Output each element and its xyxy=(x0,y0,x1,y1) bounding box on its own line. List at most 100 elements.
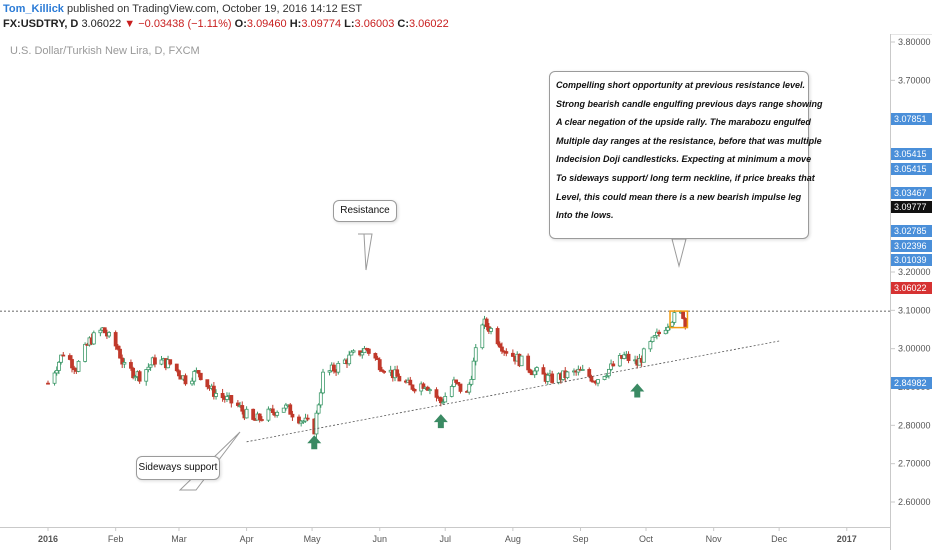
candle-body xyxy=(266,408,271,421)
candle-body xyxy=(471,360,476,380)
candle-body xyxy=(214,393,218,397)
x-tick-label: Jul xyxy=(439,534,451,544)
change-value: −0.03438 (−1.11%) xyxy=(138,18,232,30)
candle-body xyxy=(650,336,655,342)
candle-body xyxy=(131,367,136,379)
candle-body xyxy=(235,402,240,406)
candle-body xyxy=(587,369,592,377)
x-tick-label: 2016 xyxy=(38,534,58,544)
candle-body xyxy=(641,348,646,363)
price-tag-label: 3.02396 xyxy=(894,241,927,251)
y-tick-label: 3.00000 xyxy=(898,344,931,354)
candle-body xyxy=(565,371,570,379)
price-tag xyxy=(891,225,932,237)
candle-body xyxy=(484,318,489,328)
price-tag xyxy=(891,187,932,199)
candle-body xyxy=(83,343,88,362)
high-value: 3.09774 xyxy=(301,18,342,30)
candle-body xyxy=(480,324,485,349)
candle-body xyxy=(648,341,653,350)
candle-body xyxy=(428,389,432,392)
candle-body xyxy=(473,347,478,362)
open-label: O: xyxy=(234,18,247,30)
candle-body xyxy=(205,379,210,388)
high-label: H: xyxy=(289,18,302,30)
low-value: 3.06003 xyxy=(354,18,395,30)
candle-body xyxy=(421,383,426,389)
price-tag xyxy=(891,240,932,252)
candle-body xyxy=(183,375,188,385)
candle-body xyxy=(113,332,118,347)
close-value: 3.06022 xyxy=(408,18,449,30)
candle-body xyxy=(192,371,197,382)
candle-body xyxy=(57,361,61,371)
price-tag xyxy=(891,163,932,175)
candle-body xyxy=(321,371,325,394)
candle-body xyxy=(458,383,463,392)
candle-body xyxy=(360,352,365,356)
candle-body xyxy=(61,354,66,357)
candle-body xyxy=(434,389,439,398)
candle-body xyxy=(91,332,96,345)
candle-body xyxy=(72,367,77,371)
candle-body xyxy=(303,417,308,422)
candle-body xyxy=(275,411,280,416)
candle-body xyxy=(174,363,179,372)
candle-body xyxy=(497,343,502,348)
candle-body xyxy=(198,372,203,381)
candle-body xyxy=(220,393,225,399)
author-link[interactable]: Tom_Killick xyxy=(3,3,64,15)
x-tick-label: 2017 xyxy=(837,534,857,544)
candle-body xyxy=(102,327,107,334)
candle-body xyxy=(316,404,321,414)
price-tag-label: 3.05415 xyxy=(894,164,927,174)
trade-callout: Compelling short opportunity at previous… xyxy=(549,71,823,239)
candle-body xyxy=(382,370,387,373)
resistance-pointer xyxy=(358,233,373,271)
callout-line: To sideways support/ long term neckline,… xyxy=(556,172,815,183)
candle-body xyxy=(373,353,378,359)
candle-body xyxy=(443,395,448,403)
callout-line: A clear negation of the upside rally. Th… xyxy=(556,117,811,128)
last-price: 3.06022 xyxy=(81,18,122,30)
x-tick-label: Jun xyxy=(372,534,387,544)
candle-body xyxy=(532,370,537,376)
price-tag xyxy=(891,201,932,213)
candle-body xyxy=(467,383,472,393)
candle-body xyxy=(76,360,81,372)
candle-body xyxy=(375,357,380,360)
candle-body xyxy=(622,354,627,359)
candle-body xyxy=(550,373,555,383)
candle-body xyxy=(380,369,384,372)
candle-body xyxy=(347,354,352,365)
candle-body xyxy=(489,328,493,332)
price-tag xyxy=(891,282,932,294)
y-tick-label: 3.20000 xyxy=(898,267,931,277)
candle-body xyxy=(602,376,607,380)
candle-body xyxy=(449,386,454,397)
green-up-arrow-icon xyxy=(307,435,322,450)
candle-body xyxy=(270,408,275,413)
candle-body xyxy=(606,368,611,377)
candle-body xyxy=(395,369,400,377)
candle-body xyxy=(133,376,138,379)
price-tag-label: 3.01039 xyxy=(894,255,927,265)
resistance-label: Resistance xyxy=(333,200,397,222)
candle-body xyxy=(456,382,461,385)
candle-body xyxy=(283,404,288,409)
header-bar: Tom_Killick published on TradingView.com… xyxy=(0,0,932,35)
candle-body xyxy=(98,329,103,334)
highlight-box xyxy=(669,310,689,329)
candle-body xyxy=(59,354,63,363)
candle-body xyxy=(652,335,657,338)
candle-body xyxy=(70,359,74,369)
candle-body xyxy=(500,346,504,352)
x-tick-label: Feb xyxy=(108,534,124,544)
publish-info: published on TradingView.com, October 19… xyxy=(67,3,363,15)
candle-body xyxy=(318,392,323,406)
callout-line: Indecision Doji candlesticks. Expecting … xyxy=(556,154,812,165)
candle-body xyxy=(336,362,341,373)
candle-body xyxy=(617,355,622,367)
change-arrow-icon: ▼ xyxy=(124,18,136,30)
x-tick-label: Aug xyxy=(505,534,521,544)
